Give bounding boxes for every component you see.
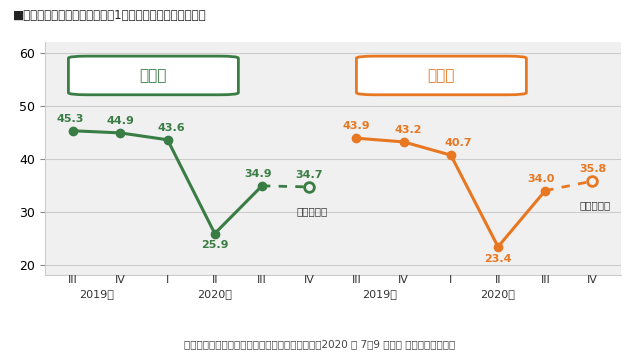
Text: 首都圈: 首都圈	[140, 68, 167, 83]
Text: 34.7: 34.7	[296, 170, 323, 180]
Text: 34.9: 34.9	[244, 169, 271, 179]
Text: 近畑圈: 近畑圈	[428, 68, 455, 83]
Text: II: II	[495, 275, 501, 285]
Text: III: III	[257, 275, 267, 285]
Text: 2019年: 2019年	[363, 289, 397, 299]
Text: III: III	[540, 275, 550, 285]
Text: 23.4: 23.4	[484, 254, 512, 264]
Text: 43.9: 43.9	[342, 121, 370, 131]
FancyBboxPatch shape	[68, 56, 238, 95]
Text: 43.2: 43.2	[394, 125, 422, 135]
Text: 40.7: 40.7	[444, 138, 472, 148]
FancyBboxPatch shape	[356, 56, 526, 95]
Text: 2019年: 2019年	[79, 289, 114, 299]
Text: IV: IV	[398, 275, 409, 285]
Text: （見通し）: （見通し）	[296, 207, 328, 216]
Text: II: II	[211, 275, 218, 285]
Text: 34.0: 34.0	[527, 174, 555, 184]
Text: 2020年: 2020年	[197, 289, 232, 299]
Text: ■首都圈・近畑圈における直近1年間の業況の推移（購貸）: ■首都圈・近畑圈における直近1年間の業況の推移（購貸）	[13, 9, 207, 22]
Text: III: III	[68, 275, 78, 285]
Text: IV: IV	[304, 275, 315, 285]
Text: I: I	[449, 275, 452, 285]
Text: 出典：地場の不動産仲介業における景況感調査（2020 年 7～9 月期） アットホーム調べ: 出典：地場の不動産仲介業における景況感調査（2020 年 7～9 月期） アット…	[184, 340, 456, 349]
Text: 35.8: 35.8	[579, 164, 606, 174]
Text: IV: IV	[587, 275, 598, 285]
Text: 45.3: 45.3	[57, 114, 84, 124]
Text: 25.9: 25.9	[201, 240, 228, 251]
Text: I: I	[166, 275, 169, 285]
Text: III: III	[351, 275, 362, 285]
Text: IV: IV	[115, 275, 126, 285]
Text: 44.9: 44.9	[106, 116, 134, 126]
Text: 43.6: 43.6	[158, 123, 186, 133]
Text: 2020年: 2020年	[481, 289, 515, 299]
Text: （見通し）: （見通し）	[580, 201, 611, 210]
